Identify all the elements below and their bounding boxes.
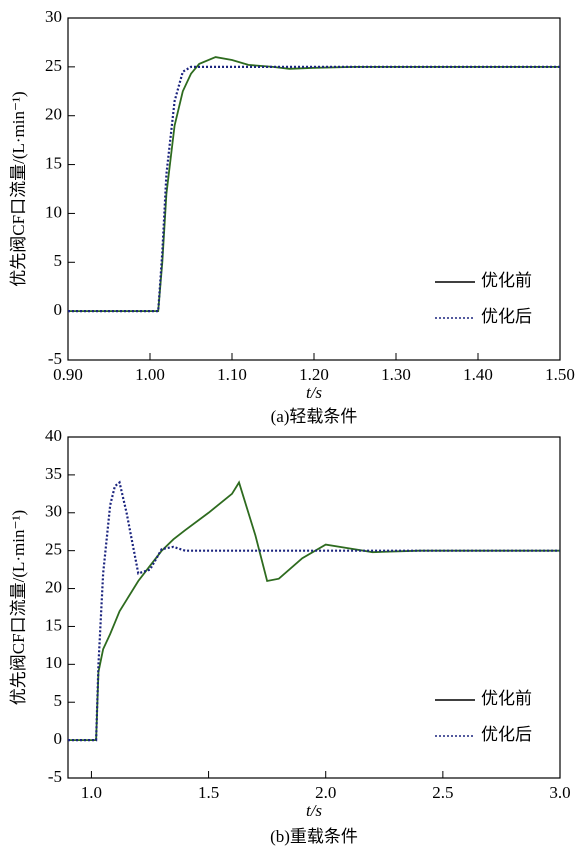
x-tick-label: 1.50 bbox=[545, 365, 575, 384]
y-tick-label: -5 bbox=[48, 767, 62, 786]
x-tick-label: 2.5 bbox=[432, 783, 453, 802]
y-tick-label: -5 bbox=[48, 349, 62, 368]
series-line bbox=[68, 65, 560, 313]
y-tick-label: 30 bbox=[45, 7, 62, 26]
legend-label: 优化后 bbox=[481, 725, 532, 744]
x-tick-label: 1.5 bbox=[198, 783, 219, 802]
x-tick-label: 0.90 bbox=[53, 365, 83, 384]
y-tick-label: 0 bbox=[54, 729, 63, 748]
x-axis-label: t/s bbox=[306, 801, 322, 820]
y-tick-label: 15 bbox=[45, 153, 62, 172]
x-tick-label: 1.30 bbox=[381, 365, 411, 384]
y-tick-label: 5 bbox=[54, 251, 63, 270]
y-tick-label: 10 bbox=[45, 653, 62, 672]
y-tick-label: 40 bbox=[45, 426, 62, 445]
y-tick-label: 30 bbox=[45, 502, 62, 521]
y-tick-label: 20 bbox=[45, 105, 62, 124]
caption: (a)轻载条件 bbox=[271, 407, 358, 426]
legend-label: 优化后 bbox=[481, 307, 532, 326]
y-tick-label: 5 bbox=[54, 691, 63, 710]
x-tick-label: 3.0 bbox=[549, 783, 570, 802]
legend-label: 优化前 bbox=[481, 271, 532, 290]
x-tick-label: 1.00 bbox=[135, 365, 165, 384]
x-tick-label: 2.0 bbox=[315, 783, 336, 802]
x-tick-label: 1.10 bbox=[217, 365, 247, 384]
x-tick-label: 1.40 bbox=[463, 365, 493, 384]
y-axis-label: 优先阀CF口流量/(L·min⁻¹) bbox=[9, 510, 28, 705]
y-tick-label: 10 bbox=[45, 202, 62, 221]
y-tick-label: 25 bbox=[45, 56, 62, 75]
plot-frame bbox=[67, 436, 561, 779]
legend-label: 优化前 bbox=[481, 689, 532, 708]
y-tick-label: 15 bbox=[45, 615, 62, 634]
y-tick-label: 35 bbox=[45, 464, 62, 483]
y-tick-label: 25 bbox=[45, 540, 62, 559]
y-tick-label: 20 bbox=[45, 577, 62, 596]
y-axis-label: 优先阀CF口流量/(L·min⁻¹) bbox=[9, 91, 28, 286]
x-tick-label: 1.0 bbox=[81, 783, 102, 802]
caption: (b)重载条件 bbox=[270, 827, 358, 846]
series-line bbox=[68, 480, 560, 742]
x-axis-label: t/s bbox=[306, 383, 322, 402]
y-tick-label: 0 bbox=[54, 300, 63, 319]
x-tick-label: 1.20 bbox=[299, 365, 329, 384]
